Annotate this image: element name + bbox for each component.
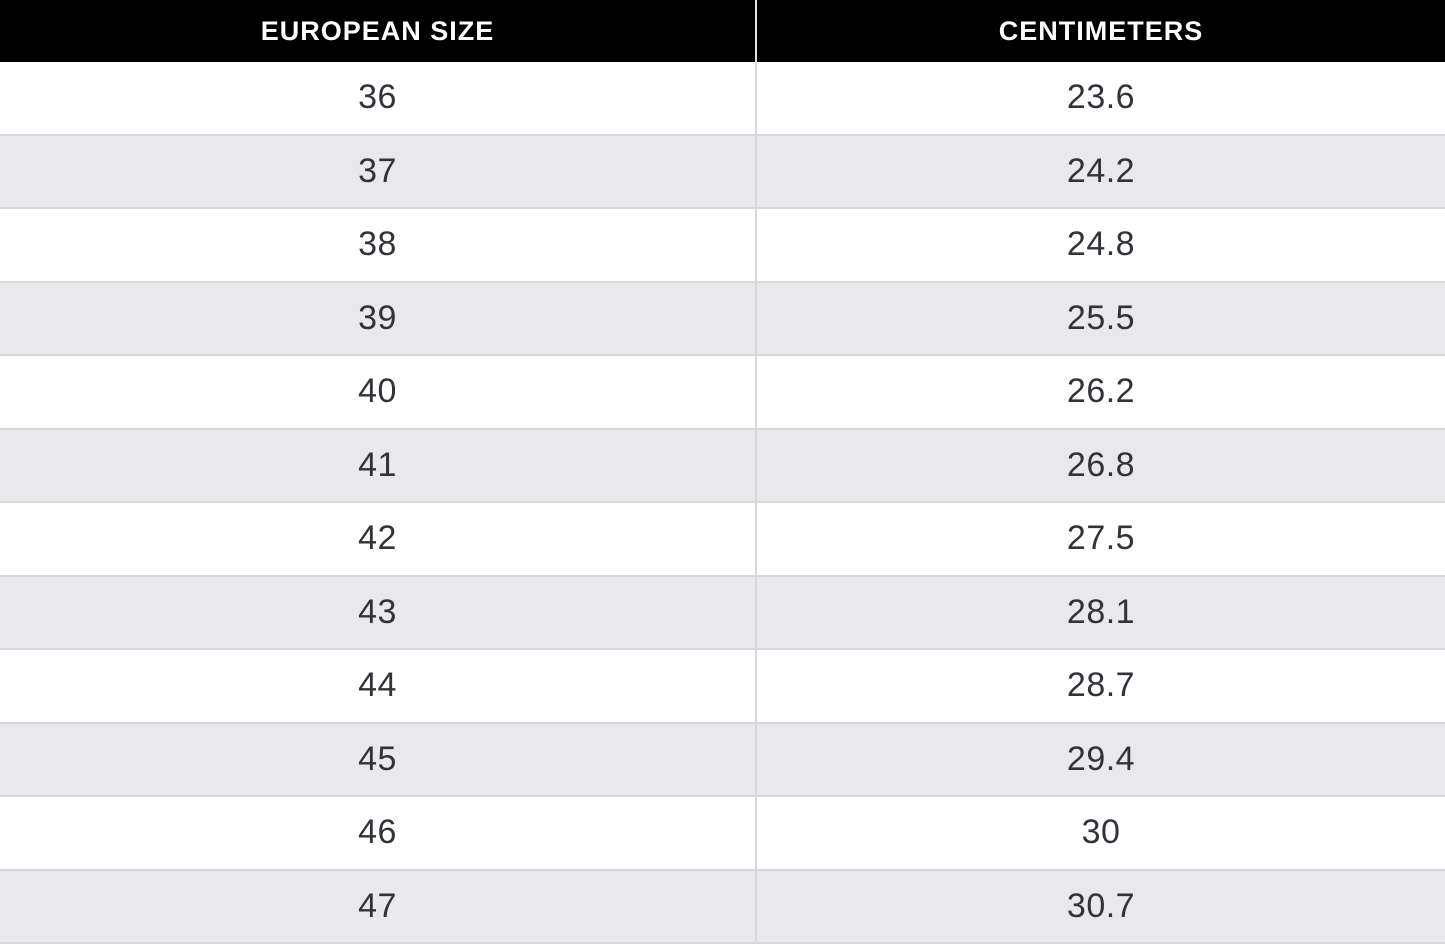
table-row: 39 25.5 [0, 281, 1445, 355]
cm-cell: 26.8 [1066, 445, 1136, 484]
table-row: 41 26.8 [0, 428, 1445, 502]
cm-cell: 24.2 [1066, 151, 1136, 190]
eu-size-cell: 47 [0, 869, 757, 943]
cm-cell: 28.1 [1066, 592, 1136, 631]
eu-size-cell: 40 [0, 355, 757, 429]
eu-size-cell: 43 [0, 575, 757, 649]
eu-size-cell: 41 [0, 428, 757, 502]
table-row: 42 27.5 [0, 502, 1445, 576]
table-row: 38 24.8 [0, 208, 1445, 282]
table-row: 44 28.7 [0, 649, 1445, 723]
cm-cell: 28.7 [1066, 666, 1136, 705]
eu-size-cell: 36 [0, 62, 757, 135]
table-row: 43 28.1 [0, 575, 1445, 649]
eu-size-cell: 44 [0, 649, 757, 723]
cm-cell: 23.6 [1066, 78, 1136, 117]
column-header-european-size: EUROPEAN SIZE [0, 0, 757, 62]
eu-size-cell: 45 [0, 722, 757, 796]
cm-cell: 27.5 [1066, 519, 1136, 558]
cm-cell: 30.7 [1066, 886, 1136, 925]
cm-cell: 29.4 [1066, 739, 1136, 778]
table-body: 36 23.6 37 24.2 38 24.8 39 25.5 40 26.2 … [0, 62, 1445, 943]
table-row: 46 30 [0, 796, 1445, 870]
table-row: 40 26.2 [0, 355, 1445, 429]
eu-size-cell: 37 [0, 134, 757, 208]
table-row: 45 29.4 [0, 722, 1445, 796]
table-header: EUROPEAN SIZE CENTIMETERS [0, 0, 1445, 62]
table-row: 37 24.2 [0, 134, 1445, 208]
cm-cell: 30 [1081, 813, 1121, 852]
table-row: 36 23.6 [0, 62, 1445, 135]
cm-cell: 26.2 [1066, 372, 1136, 411]
eu-size-cell: 38 [0, 208, 757, 282]
header-row: EUROPEAN SIZE CENTIMETERS [0, 0, 1445, 62]
cm-cell: 25.5 [1066, 298, 1136, 337]
cm-cell: 24.8 [1066, 225, 1136, 264]
eu-size-cell: 39 [0, 281, 757, 355]
eu-size-cell: 46 [0, 796, 757, 870]
table-row: 47 30.7 [0, 869, 1445, 943]
column-header-centimeters: CENTIMETERS [756, 0, 1445, 62]
eu-size-cell: 42 [0, 502, 757, 576]
